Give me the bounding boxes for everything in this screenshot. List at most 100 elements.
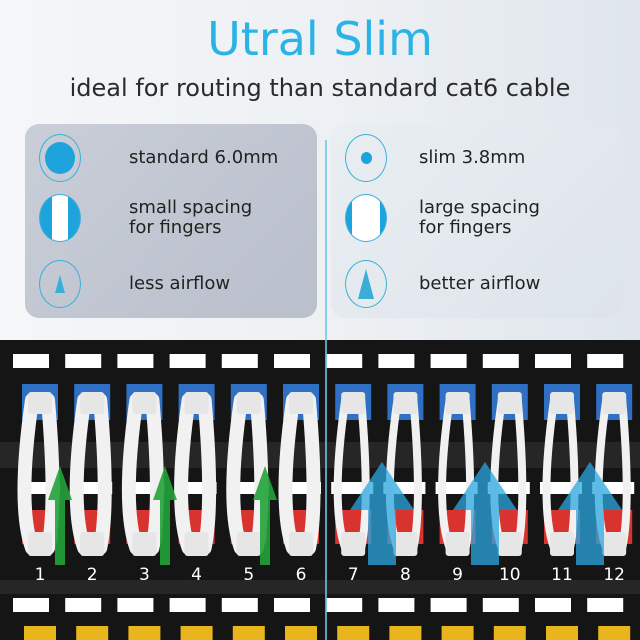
port-number: 3 [138,565,150,585]
port-number: 9 [452,565,463,585]
rj45-plug [28,532,52,556]
rj45-plug [497,392,522,414]
third-row-jack [389,626,422,640]
third-row-jack [76,626,109,640]
rj45-plug [28,392,52,414]
feature-text: standard 6.0mm [129,147,279,168]
divider-line [325,140,327,640]
rj45-plug [445,392,470,414]
feature-spacing: small spacing for fingers [39,194,252,242]
feature-text: better airflow [419,273,541,294]
rj45-plug [289,532,313,556]
port-number: 5 [243,565,255,585]
feature-airflow: better airflow [345,260,540,308]
port-number: 11 [551,565,573,585]
large-arrow-icon [345,260,387,308]
rj45-plug [184,532,209,556]
label-strip [274,354,310,368]
label-strip [430,598,467,612]
label-strip [587,598,624,612]
rj45-plug [445,532,470,556]
rj45-plug [550,392,574,414]
narrow-spacing-icon [39,194,81,242]
rj45-plug [236,392,261,414]
label-strip [587,354,624,368]
third-row-jack [546,626,578,640]
label-strip [169,354,206,368]
port-number: 6 [295,565,307,585]
wide-spacing-icon [345,194,387,242]
third-row-jack [598,626,631,640]
rj45-plug [184,392,209,414]
label-strip [117,354,154,368]
port-number: 10 [498,565,521,585]
label-strip [117,598,154,612]
feature-text: small spacing [129,197,253,218]
blue-airflow-arrow [350,462,414,565]
port-number: 2 [86,565,98,585]
feature-text: for fingers [129,217,222,238]
feature-spacing: large spacing for fingers [345,194,540,242]
slim-cable-panel: slim 3.8mm large spacing for fingers bett… [331,124,623,318]
label-strip [535,354,571,368]
feature-diameter: slim 3.8mm [345,134,525,182]
green-airflow-arrow [48,466,72,565]
feature-text: large spacing [419,197,540,218]
third-row-jack [232,626,265,640]
label-strip [13,354,49,368]
label-strip [169,598,206,612]
subtitle: ideal for routing than standard cat6 cab… [69,74,571,102]
port-number: 7 [347,565,359,585]
label-strip [535,598,571,612]
panel-strip [0,580,640,594]
blue-airflow-arrow [453,462,517,565]
port-number: 12 [603,565,625,585]
rj45-plug [236,532,261,556]
label-strip [65,598,102,612]
feature-text: less airflow [129,273,231,294]
third-row-jack [337,626,370,640]
small-arrow-icon [39,260,81,308]
label-strip [326,354,363,368]
green-airflow-arrow [153,466,177,565]
third-row-jack [180,626,213,640]
rj45-plug [602,392,627,414]
rj45-plug [289,392,313,414]
label-strip [378,598,415,612]
label-strip [221,354,258,368]
rj45-plug [80,532,105,556]
rj45-plug [341,532,366,556]
rj45-plug [80,392,105,414]
rj45-plug [132,392,157,414]
feature-airflow: less airflow [39,260,230,308]
rj45-plug [602,532,627,556]
label-strip [65,354,102,368]
rj45-plug [393,532,418,556]
port-number: 4 [191,565,202,585]
rj45-plug [393,392,418,414]
third-row-jack [128,626,161,640]
label-strip [378,354,415,368]
rj45-plug [132,532,157,556]
standard-cable-panel: standard 6.0mm small spacing for fingers … [25,124,317,318]
feature-text: slim 3.8mm [419,147,526,168]
rj45-plug [550,532,574,556]
third-row-jack [493,626,526,640]
rj45-plug [497,532,522,556]
third-row-jack [285,626,317,640]
label-strip [482,598,519,612]
label-strip [430,354,467,368]
green-airflow-arrow [253,466,277,565]
label-strip [13,598,49,612]
third-row-jack [24,626,56,640]
port-number: 1 [34,565,46,585]
third-row-jack [441,626,474,640]
label-strip [274,598,310,612]
label-strip [482,354,519,368]
blue-airflow-arrow [558,462,622,565]
feature-diameter: standard 6.0mm [39,134,278,182]
label-strip [326,598,363,612]
large-dot-icon [39,134,81,182]
feature-text: for fingers [419,217,512,238]
